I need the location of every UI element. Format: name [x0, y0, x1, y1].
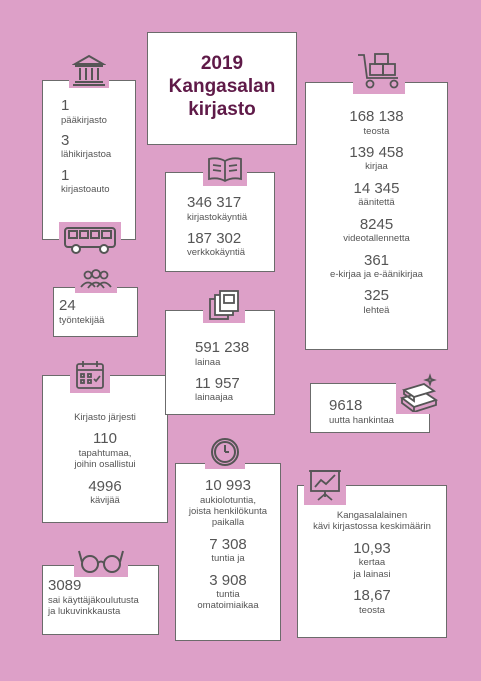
web-visits-count: 187 302: [187, 229, 242, 247]
training-count: 3089: [48, 577, 82, 594]
works-label: teosta: [363, 125, 390, 137]
books-count: 139 458: [349, 143, 404, 161]
staff-count: 24: [59, 297, 76, 314]
loans-card: 591 238 lainaa 11 957 lainaajaa: [165, 310, 275, 415]
collection-card: 168 138 teosta 139 458 kirjaa 14 345 ään…: [305, 82, 448, 350]
visitors-label: kävijää: [90, 495, 120, 507]
staffed-hours-count: 7 308: [209, 535, 247, 553]
average-intro-2: kävi kirjastossa keskimäärin: [313, 521, 431, 533]
self-service-hours-label-a: tuntia: [216, 589, 240, 601]
events-card: Kirjasto järjesti 110 tapahtumaa, joihin…: [42, 375, 168, 523]
average-loans-count: 18,67: [353, 587, 391, 605]
loans-count: 591 238: [195, 339, 250, 356]
videos-label: videotallennetta: [343, 233, 410, 245]
acquisitions-count: 9618: [329, 397, 363, 414]
acquisitions-label: uutta hankintaa: [329, 414, 394, 426]
title-card: 2019 Kangasalan kirjasto: [147, 32, 297, 145]
glasses-icon: [74, 545, 128, 577]
recordings-count: 14 345: [353, 179, 400, 197]
average-intro-1: Kangasalalainen: [336, 510, 408, 521]
videos-count: 8245: [359, 215, 394, 233]
events-count: 110: [93, 430, 117, 448]
average-card: Kangasalalainen kävi kirjastossa keskimä…: [297, 485, 447, 638]
calendar-icon: [70, 357, 110, 393]
chart-board-icon: [304, 463, 346, 505]
title-line1: Kangasalan: [168, 75, 276, 97]
hours-card: 10 993 aukiolotuntia, joista henkilökunt…: [175, 463, 281, 641]
training-label-1: sai käyttäjäkoulutusta: [48, 594, 139, 606]
book-cart-icon: [353, 48, 405, 94]
title-line2: kirjasto: [188, 98, 256, 120]
self-service-hours-count: 3 908: [209, 571, 247, 589]
ebooks-count: 361: [363, 251, 390, 269]
opening-hours-count: 10 993: [205, 477, 251, 494]
works-count: 168 138: [349, 108, 404, 125]
people-icon: [75, 267, 117, 293]
events-label-a: tapahtumaa,: [78, 447, 132, 459]
events-intro: Kirjasto järjesti: [74, 412, 136, 423]
events-label-b: joihin osallistui: [74, 459, 136, 471]
bookmobile-label: kirjastoauto: [61, 184, 110, 196]
opening-hours-label-b: joista henkilökunta: [188, 505, 268, 517]
average-visits-label-a: kertaa: [358, 557, 386, 569]
average-visits-label-b: ja lainasi: [353, 568, 391, 580]
self-service-hours-label-b: omatoimiaikaa: [197, 600, 259, 612]
magazines-label: lehteä: [363, 304, 390, 316]
opening-hours-label-a: aukiolotuntia,: [200, 494, 256, 506]
recordings-label: äänitettä: [358, 197, 395, 209]
new-books-icon: [396, 370, 442, 414]
average-loans-label: teosta: [359, 604, 385, 616]
clock-icon: [205, 433, 245, 469]
magazines-count: 325: [363, 287, 390, 305]
training-label-2: ja lukuvinkkausta: [48, 605, 121, 617]
main-library-count: 1: [61, 97, 70, 114]
opening-hours-label-c: paikalla: [211, 517, 245, 529]
library-visits-count: 346 317: [187, 194, 242, 211]
library-bus-icon: [59, 222, 121, 258]
library-card: 1 pääkirjasto 3 lähikirjastoa 1 kirjasto…: [42, 80, 136, 240]
book-stack-icon: [203, 287, 245, 323]
borrowers-label: lainaajaa: [195, 392, 234, 404]
staff-label: työntekijää: [59, 314, 105, 326]
loans-label: lainaa: [195, 356, 221, 368]
staff-card: 24 työntekijää: [53, 287, 138, 337]
ebooks-label: e-kirjaa ja e-äänikirjaa: [330, 269, 423, 281]
staffed-hours-label: tuntia ja: [211, 553, 245, 565]
visitors-count: 4996: [88, 477, 122, 495]
branch-library-count: 3: [61, 131, 70, 149]
branch-library-label: lähikirjastoa: [61, 149, 112, 161]
books-label: kirjaa: [365, 161, 388, 173]
main-library-label: pääkirjasto: [61, 114, 107, 126]
library-visits-label: kirjastokäyntiä: [187, 211, 248, 223]
web-visits-label: verkkokäyntiä: [187, 247, 246, 259]
bookmobile-count: 1: [61, 166, 70, 184]
borrowers-count: 11 957: [195, 374, 240, 392]
visits-card: 346 317 kirjastokäyntiä 187 302 verkkokä…: [165, 172, 275, 272]
open-book-icon: [203, 152, 247, 186]
library-building-icon: [69, 52, 109, 88]
title-year: 2019: [200, 53, 244, 74]
average-visits-count: 10,93: [353, 539, 391, 557]
